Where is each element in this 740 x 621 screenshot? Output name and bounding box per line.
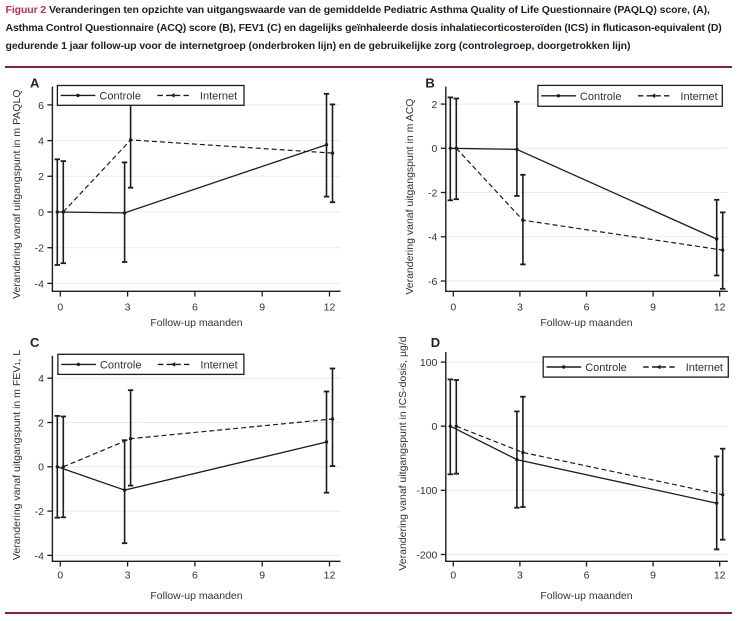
svg-text:Verandering vanaf uitgangspunt: Verandering vanaf uitgangspunt in m ACQ [404, 99, 416, 295]
svg-text:Follow-up maanden: Follow-up maanden [540, 317, 632, 329]
svg-text:-4: -4 [35, 550, 44, 562]
svg-text:9: 9 [259, 302, 265, 314]
svg-text:9: 9 [259, 570, 265, 582]
svg-text:Follow-up maanden: Follow-up maanden [150, 317, 242, 329]
svg-text:6: 6 [584, 302, 590, 314]
svg-text:12: 12 [324, 302, 336, 314]
svg-text:0: 0 [432, 143, 438, 155]
svg-text:0: 0 [38, 207, 44, 219]
svg-text:-100: -100 [416, 485, 437, 497]
svg-text:0: 0 [450, 302, 456, 314]
svg-text:12: 12 [324, 570, 336, 582]
svg-text:0: 0 [57, 570, 63, 582]
svg-text:6: 6 [584, 570, 590, 582]
svg-text:12: 12 [714, 570, 726, 582]
svg-text:3: 3 [125, 302, 131, 314]
svg-text:Verandering vanaf uitgangspunt: Verandering vanaf uitgangspunt in ICS-do… [397, 336, 409, 570]
svg-text:6: 6 [38, 100, 44, 112]
svg-text:4: 4 [38, 373, 44, 385]
svg-text:2: 2 [38, 171, 44, 183]
svg-text:-4: -4 [35, 278, 44, 290]
svg-text:A: A [30, 75, 40, 90]
svg-text:3: 3 [517, 570, 523, 582]
svg-text:Controle: Controle [100, 359, 142, 371]
svg-text:Internet: Internet [680, 91, 717, 103]
svg-text:-4: -4 [428, 232, 437, 244]
svg-text:Controle: Controle [580, 91, 622, 103]
svg-text:6: 6 [192, 570, 198, 582]
svg-text:Follow-up maanden: Follow-up maanden [150, 590, 242, 602]
svg-text:Verandering vanaf uitgangspunt: Verandering vanaf uitgangspunt in m PAQL… [11, 90, 23, 299]
svg-text:2: 2 [38, 417, 44, 429]
svg-text:0: 0 [432, 421, 438, 433]
svg-text:9: 9 [650, 570, 656, 582]
svg-text:4: 4 [38, 136, 44, 148]
svg-text:0: 0 [450, 570, 456, 582]
svg-text:6: 6 [192, 302, 198, 314]
svg-text:0: 0 [38, 462, 44, 474]
svg-text:2: 2 [432, 99, 438, 111]
svg-text:D: D [431, 335, 440, 350]
svg-text:B: B [425, 75, 434, 90]
svg-text:0: 0 [57, 302, 63, 314]
svg-text:-200: -200 [416, 549, 437, 561]
svg-text:100: 100 [420, 357, 438, 369]
svg-text:-2: -2 [428, 187, 437, 199]
svg-text:Internet: Internet [200, 359, 237, 371]
svg-text:Internet: Internet [200, 90, 237, 102]
svg-text:Controle: Controle [585, 362, 627, 374]
svg-text:C: C [30, 335, 40, 350]
svg-text:-6: -6 [428, 276, 437, 288]
svg-text:-2: -2 [35, 243, 44, 255]
svg-text:Verandering vanaf uitgangspunt: Verandering vanaf uitgangspunt in m FEV1… [11, 350, 23, 560]
svg-text:-2: -2 [35, 506, 44, 518]
svg-text:12: 12 [714, 302, 726, 314]
svg-text:Controle: Controle [99, 90, 141, 102]
svg-text:9: 9 [650, 302, 656, 314]
svg-text:Internet: Internet [686, 362, 723, 374]
svg-text:Follow-up maanden: Follow-up maanden [540, 590, 632, 602]
svg-text:3: 3 [517, 302, 523, 314]
svg-text:3: 3 [125, 570, 131, 582]
